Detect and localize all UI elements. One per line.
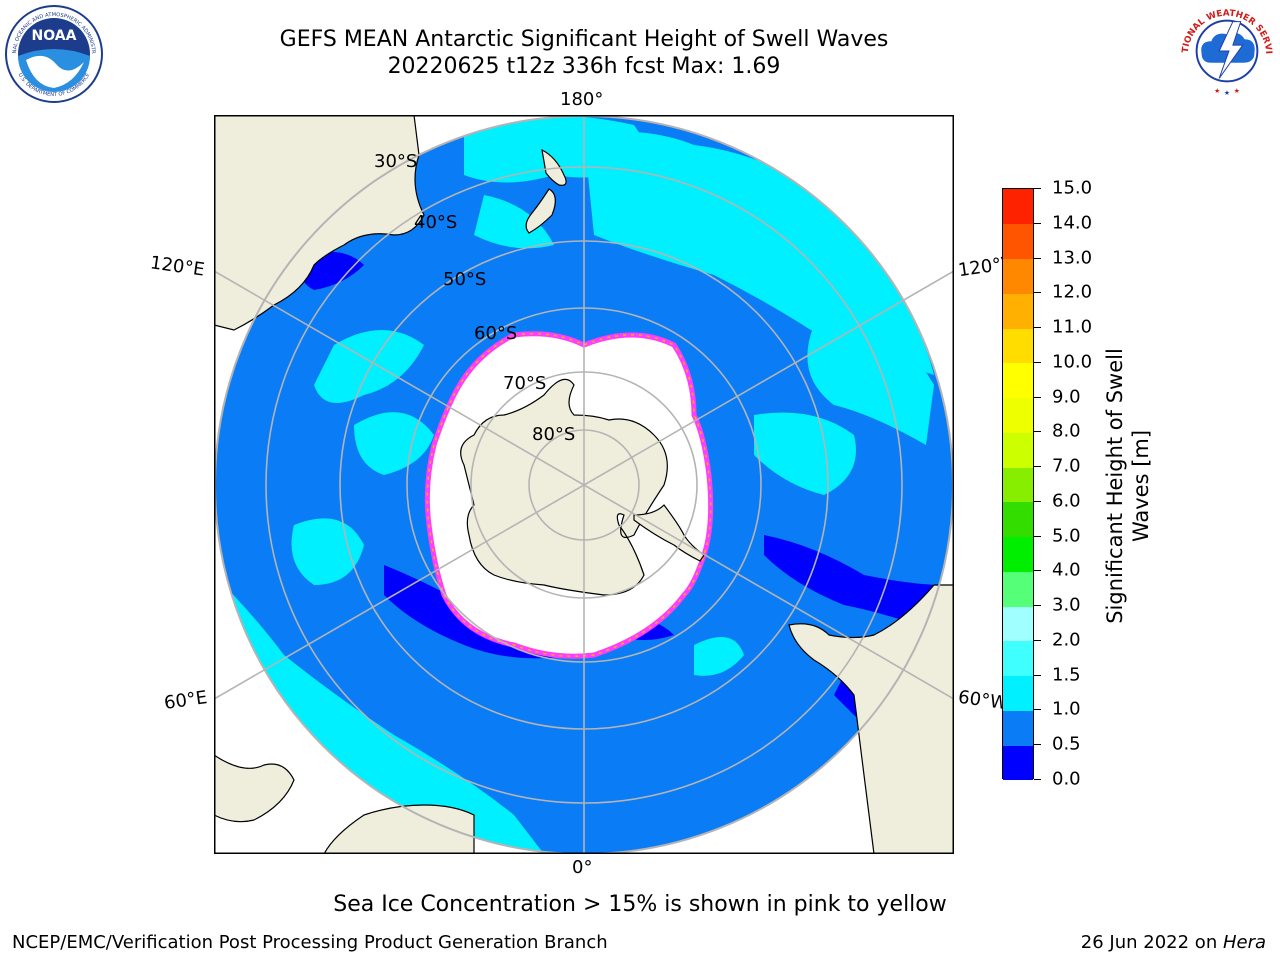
colorbar-segment [1003, 501, 1033, 538]
colorbar-tick [1034, 500, 1041, 502]
meridians [214, 115, 954, 854]
swell-1m-area [474, 195, 554, 249]
colorbar-tick [1034, 188, 1041, 189]
colorbar-tick [1034, 257, 1041, 259]
colorbar-tick [1034, 570, 1041, 572]
swell-low-area [764, 535, 944, 635]
colorbar-tick-label: 11.0 [1052, 316, 1093, 338]
colorbar-segment [1003, 675, 1033, 711]
antarctica-land [460, 378, 668, 596]
colorbar-tick [1034, 744, 1041, 746]
colorbar-tick-label: 8.0 [1052, 420, 1081, 442]
colorbar-segment [1003, 397, 1033, 433]
swell-1m-area [807, 323, 934, 445]
svg-text:★: ★ [1214, 87, 1220, 95]
colorbar-tick-label: 14.0 [1052, 212, 1093, 234]
colorbar-segment [1003, 640, 1033, 677]
colorbar-tick-label: 4.0 [1052, 559, 1081, 581]
lat-label-40s: 40°S [414, 212, 458, 233]
colorbar-segment [1003, 293, 1033, 329]
antarctic-peninsula [633, 504, 705, 562]
colorbar-segment [1003, 328, 1033, 364]
colorbar-tick [1034, 292, 1041, 294]
lat-label-60s: 60°S [474, 323, 518, 344]
map-frame [214, 115, 954, 854]
colorbar-tick-label: 10.0 [1052, 351, 1093, 373]
colorbar-tick-label: 9.0 [1052, 386, 1081, 408]
colorbar-label-line2: Waves [m] [1129, 429, 1153, 543]
colorbar-tick [1034, 639, 1041, 641]
colorbar-segment [1003, 432, 1033, 468]
australia-land [214, 115, 425, 331]
colorbar-segment [1003, 710, 1033, 746]
colorbar-tick-label: 7.0 [1052, 455, 1081, 477]
colorbar-tick-label: 1.5 [1052, 664, 1081, 686]
colorbar-segment [1003, 258, 1033, 294]
colorbar-tick-label: 3.0 [1052, 594, 1081, 616]
colorbar-tick [1034, 779, 1041, 780]
swell-1m-area [584, 131, 934, 375]
colorbar-segment [1003, 606, 1033, 642]
noaa-logo: NATIONAL OCEANIC AND ATMOSPHERIC ADMINIS… [4, 4, 103, 103]
swell-1m-area [754, 412, 856, 495]
credit-line: NCEP/EMC/Verification Post Processing Pr… [12, 932, 608, 953]
colorbar-tick [1034, 222, 1041, 224]
colorbar-tick [1034, 709, 1041, 711]
lon-label-120e: 120°E [148, 252, 206, 281]
colorbar-label-line1: Significant Height of Swell [1103, 348, 1127, 624]
colorbar-tick-label: 15.0 [1052, 177, 1093, 199]
polar-map: 30°S 40°S 50°S 60°S 70°S 80°S [214, 115, 954, 854]
map-canvas [214, 115, 954, 854]
colorbar-segment [1003, 536, 1033, 572]
colorbar-tick-label: 1.0 [1052, 698, 1081, 720]
colorbar-segment [1003, 745, 1033, 781]
colorbar-tick [1034, 535, 1041, 537]
colorbar-tick-label: 0.0 [1052, 768, 1081, 790]
colorbar-tick [1034, 466, 1041, 468]
date-stamp: 26 Jun 2022 on Hera [1081, 932, 1266, 953]
lat-label-80s: 80°S [532, 424, 576, 445]
colorbar-tick [1034, 431, 1041, 433]
colorbar-label: Significant Height of Swell Waves [m] [1102, 348, 1154, 624]
colorbar-tick-label: 6.0 [1052, 490, 1081, 512]
svg-text:NOAA: NOAA [32, 28, 77, 44]
lon-label-180: 180° [560, 89, 604, 110]
colorbar-tick-label: 5.0 [1052, 525, 1081, 547]
svg-text:★: ★ [1224, 89, 1230, 97]
chart-subtitle: 20220625 t12z 336h fcst Max: 1.69 [387, 54, 781, 79]
nws-logo: NATIONAL WEATHER SERVICE ★ ★ ★ [1178, 2, 1275, 99]
sea-ice-note: Sea Ice Concentration > 15% is shown in … [333, 892, 947, 917]
lat-label-70s: 70°S [503, 373, 547, 394]
colorbar-segment [1003, 571, 1033, 607]
colorbar-segment [1003, 189, 1033, 225]
lon-label-60e: 60°E [162, 687, 209, 714]
colorbar [1002, 188, 1034, 781]
colorbar-tick-label: 13.0 [1052, 247, 1093, 269]
colorbar-tick [1034, 361, 1041, 363]
lat-label-50s: 50°S [443, 269, 487, 290]
colorbar-tick [1034, 327, 1041, 329]
colorbar-tick-label: 12.0 [1052, 281, 1093, 303]
colorbar-segment [1003, 467, 1033, 503]
lon-label-0: 0° [572, 857, 593, 878]
colorbar-tick-label: 2.0 [1052, 629, 1081, 651]
chart-title: GEFS MEAN Antarctic Significant Height o… [279, 27, 889, 52]
swell-1m-area [354, 412, 434, 475]
colorbar-tick-label: 0.5 [1052, 733, 1081, 755]
swell-1m-area [694, 637, 744, 676]
new-zealand-land [525, 148, 567, 234]
colorbar-tick [1034, 396, 1041, 398]
colorbar-segment [1003, 223, 1033, 259]
svg-text:★: ★ [1234, 87, 1240, 95]
colorbar-tick [1034, 674, 1041, 676]
date-text: 26 Jun 2022 on [1080, 932, 1223, 953]
machine-name: Hera [1222, 932, 1266, 953]
colorbar-segment [1003, 362, 1033, 399]
colorbar-tick [1034, 605, 1041, 607]
lat-label-30s: 30°S [374, 151, 418, 172]
swell-1m-area [314, 330, 424, 403]
